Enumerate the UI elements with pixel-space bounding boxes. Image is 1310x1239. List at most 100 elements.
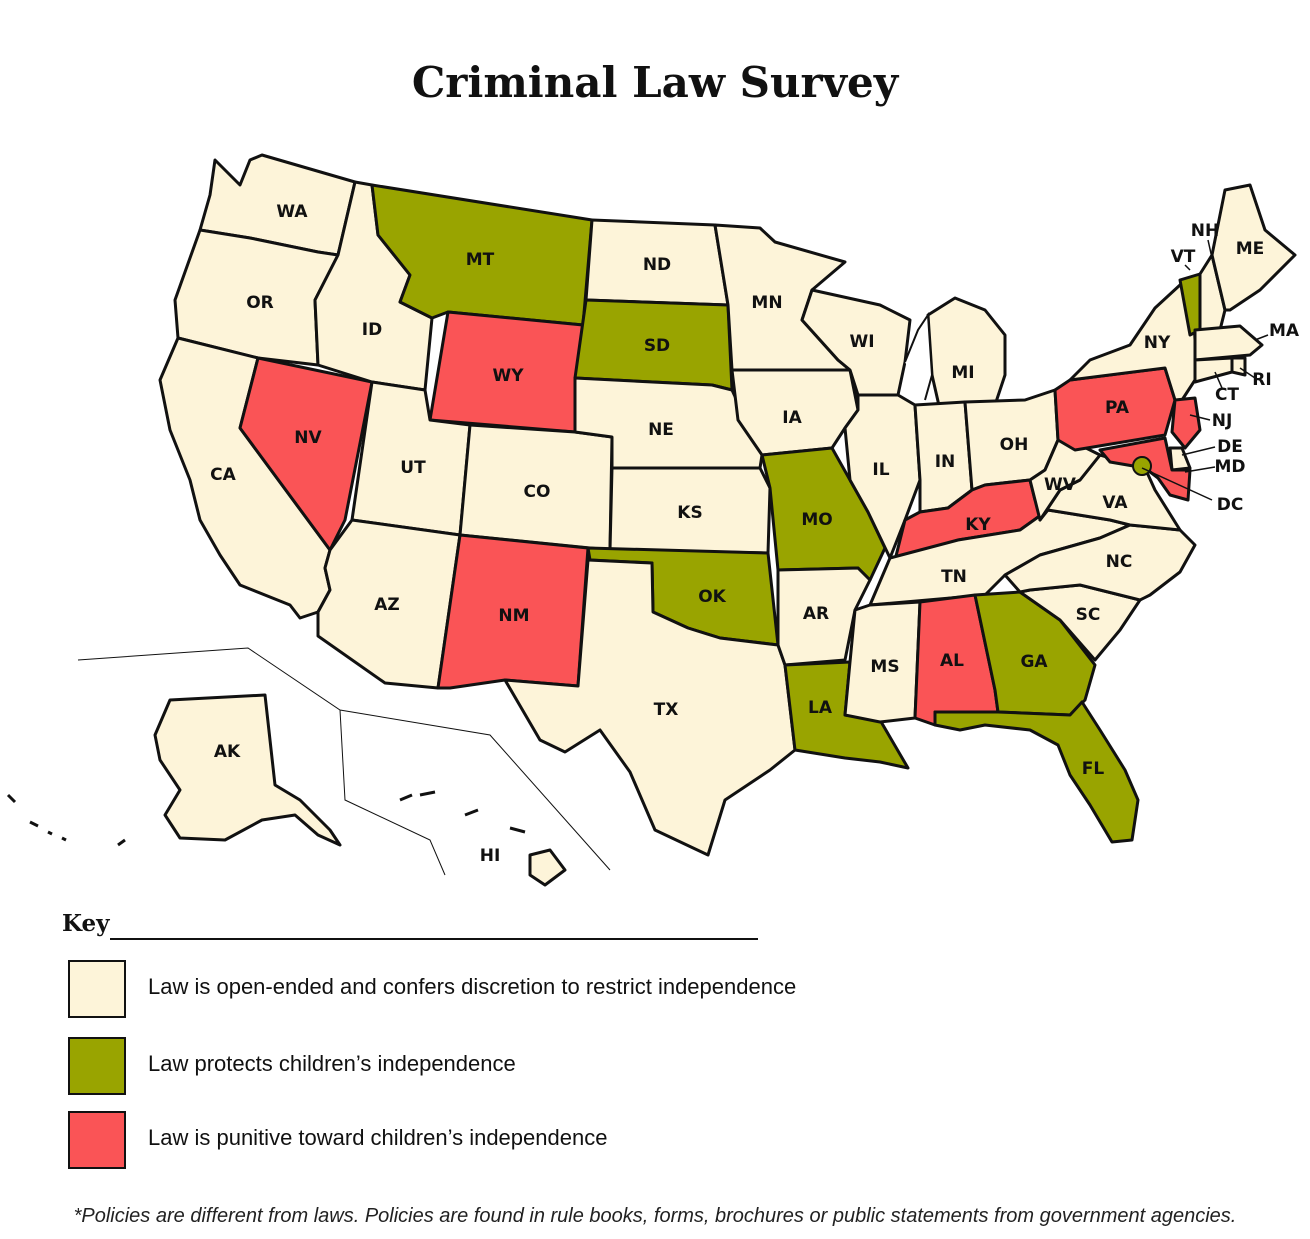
island-2 (47, 830, 53, 836)
leader-line-vt (1184, 264, 1191, 271)
state-label-tx: TX (654, 700, 679, 720)
state-label-vt: VT (1171, 247, 1196, 267)
state-label-ne: NE (648, 420, 674, 440)
state-label-nv: NV (294, 428, 322, 448)
state-hi (528, 848, 567, 887)
state-label-co: CO (524, 482, 551, 502)
state-mo (760, 446, 887, 582)
state-nh (1198, 253, 1227, 332)
swatch-open-ended (68, 960, 126, 1018)
leader-line-nj (1189, 414, 1211, 421)
state-label-id: ID (362, 320, 382, 340)
state-label-nh: NH (1191, 221, 1219, 241)
state-label-de: DE (1217, 437, 1243, 457)
state-label-md: MD (1214, 457, 1245, 477)
swatch-protects (68, 1037, 126, 1095)
island-3 (61, 836, 67, 842)
state-label-sc: SC (1076, 605, 1101, 625)
state-label-ks: KS (677, 503, 702, 523)
state-label-wi: WI (849, 332, 874, 352)
state-ma (1193, 324, 1264, 362)
state-label-ms: MS (870, 657, 899, 677)
island-6 (419, 790, 436, 797)
state-tx (503, 558, 797, 857)
state-label-oh: OH (1000, 435, 1029, 455)
state-label-wa: WA (276, 202, 308, 222)
state-label-mt: MT (466, 250, 495, 270)
state-label-nd: ND (643, 255, 671, 275)
island-5 (399, 793, 413, 802)
key-label-open-ended: Law is open-ended and confers discretion… (148, 974, 797, 999)
state-label-pa: PA (1105, 398, 1130, 418)
state-wv (1028, 438, 1102, 522)
state-label-ma: MA (1269, 321, 1300, 341)
state-label-wv: WV (1044, 475, 1077, 495)
state-fl (933, 700, 1140, 844)
state-label-dc: DC (1217, 495, 1244, 515)
key-label-punitive: Law is punitive toward children’s indepe… (148, 1125, 608, 1150)
state-nj (1170, 396, 1202, 450)
state-label-ok: OK (698, 587, 726, 607)
leader-line-ri (1239, 367, 1256, 379)
state-label-ct: CT (1215, 385, 1239, 405)
island-0 (6, 793, 17, 804)
key-underline (110, 938, 758, 940)
state-label-ny: NY (1144, 333, 1171, 353)
state-label-wy: WY (492, 366, 524, 386)
state-ct (1193, 356, 1234, 384)
leader-line-ct (1214, 371, 1223, 389)
state-label-sd: SD (644, 336, 670, 356)
state-label-ga: GA (1020, 652, 1048, 672)
state-label-ri: RI (1252, 370, 1271, 390)
state-label-ca: CA (210, 465, 236, 485)
state-label-mi: MI (951, 363, 974, 383)
island-1 (29, 820, 39, 828)
state-md (1098, 436, 1192, 502)
swatch-punitive (68, 1111, 126, 1169)
state-label-in: IN (935, 452, 956, 472)
state-label-hi: HI (480, 846, 501, 866)
leader-line-dc (1141, 467, 1213, 501)
state-label-nm: NM (498, 606, 529, 626)
state-nv (238, 356, 374, 552)
state-label-va: VA (1102, 493, 1128, 513)
island-4 (117, 838, 126, 847)
state-ri (1230, 356, 1247, 377)
state-label-ia: IA (782, 408, 802, 428)
inset-divider-2 (339, 709, 446, 876)
lake-michigan (904, 311, 934, 401)
state-label-or: OR (246, 293, 274, 313)
state-label-ut: UT (400, 458, 426, 478)
state-label-mn: MN (751, 293, 782, 313)
state-label-nc: NC (1106, 552, 1133, 572)
leader-line-nh (1207, 239, 1213, 259)
dc-marker (1132, 456, 1152, 476)
state-label-fl: FL (1082, 759, 1105, 779)
state-ar (776, 566, 872, 667)
island-7 (464, 808, 479, 817)
state-label-ar: AR (803, 604, 829, 624)
state-label-ak: AK (214, 742, 241, 762)
leader-line-md (1184, 466, 1216, 473)
state-label-me: ME (1236, 239, 1265, 259)
leader-line-de (1181, 446, 1216, 456)
state-label-ky: KY (965, 515, 991, 535)
state-ak (153, 693, 342, 847)
island-8 (509, 826, 526, 834)
state-me (1210, 183, 1297, 312)
state-label-al: AL (940, 651, 964, 671)
us-map: WA OR CA NV ID MT WY UT AZ CO NM ND SD NE KS OK TX MN IA MO… (6, 153, 1300, 887)
map-title: Criminal Law Survey (411, 58, 899, 107)
state-mi (926, 296, 1007, 412)
key-label-protects: Law protects children’s independence (148, 1051, 516, 1076)
state-label-il: IL (872, 460, 889, 480)
state-nc (1003, 523, 1197, 602)
state-de (1168, 446, 1192, 472)
state-label-az: AZ (374, 595, 399, 615)
state-label-mo: MO (801, 510, 832, 530)
state-ks (608, 466, 772, 555)
footnote: *Policies are different from laws. Polic… (73, 1205, 1237, 1227)
state-label-tn: TN (941, 567, 967, 587)
state-label-nj: NJ (1212, 411, 1233, 431)
key-heading: Key (62, 910, 110, 937)
